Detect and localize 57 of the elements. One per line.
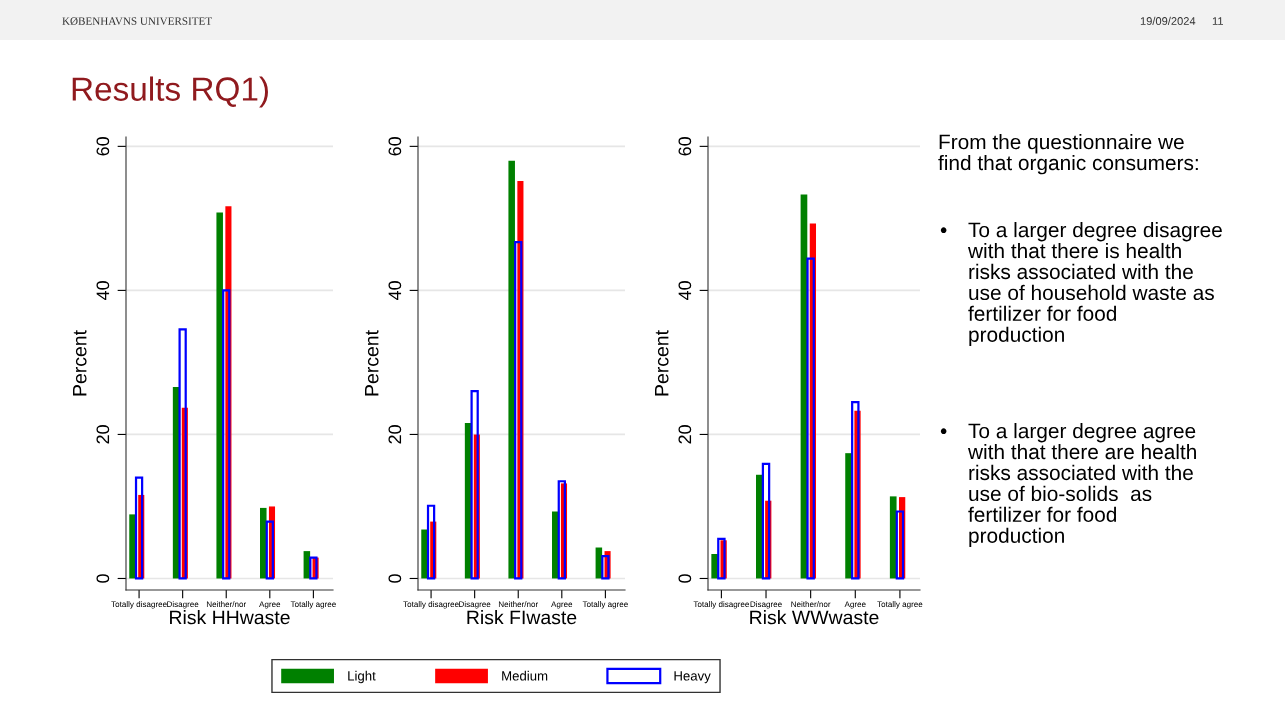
y-tick-label: 20: [96, 425, 110, 444]
text: To a larger degree disagree with that there is health risks associated with the use of household waste as fertilizer for food production: [967, 222, 1222, 347]
x-tick-label: Totally agree: [877, 601, 923, 609]
bar: [426, 504, 436, 580]
y-axis-title: Percent: [655, 330, 669, 396]
y-tick-label: 40: [388, 281, 402, 301]
x-tick-label: Totally agree: [290, 601, 336, 609]
y-tick-label: 40: [96, 281, 110, 301]
text: 11: [1212, 17, 1223, 25]
y-tick-label: 20: [678, 425, 692, 444]
x-tick-label: Neither/nor: [498, 601, 539, 608]
text: KØBENHAVNS UNIVERSITET: [62, 17, 212, 25]
x-axis-title: Risk HHwaste: [170, 610, 290, 625]
bar: [895, 510, 905, 580]
x-tick-label: Agree: [259, 601, 281, 609]
x-tick-label: Disagree: [459, 601, 491, 609]
bar: [134, 476, 144, 580]
x-tick-label: Totally disagree: [111, 601, 167, 609]
x-axis-title: Risk WWwaste: [750, 610, 879, 625]
x-tick-label: Totally disagree: [693, 601, 750, 609]
text: •: [940, 227, 947, 234]
bar: [806, 257, 815, 580]
bar: [761, 462, 771, 580]
x-tick-label: Totally disagree: [403, 601, 459, 609]
y-axis-title: Percent: [73, 330, 87, 396]
x-tick-label: Neither/nor: [206, 601, 247, 608]
legend-label: Light: [348, 670, 376, 684]
y-tick-label: 60: [678, 137, 692, 156]
y-axis-title: Percent: [365, 330, 379, 396]
bar: [470, 390, 479, 580]
y-tick-label: 60: [388, 137, 402, 156]
y-tick-label: 40: [678, 281, 692, 301]
x-tick-label: Disagree: [167, 601, 199, 609]
text: •: [940, 428, 947, 435]
x-tick-label: Totally agree: [582, 601, 628, 609]
x-axis-title: Risk FIwaste: [467, 610, 577, 625]
bar: [265, 520, 274, 580]
legend-label: Heavy: [674, 671, 711, 684]
x-tick-label: Agree: [844, 601, 866, 609]
y-tick-label: 0: [388, 574, 402, 583]
bar: [851, 400, 860, 580]
bar: [178, 328, 187, 580]
y-tick-label: 0: [96, 574, 110, 583]
y-tick-label: 20: [388, 425, 402, 444]
y-tick-label: 60: [96, 137, 110, 156]
bar: [601, 555, 610, 580]
bar: [222, 289, 231, 580]
text: 19/09/2024: [1140, 16, 1196, 25]
x-tick-label: Agree: [551, 601, 573, 609]
x-tick-label: Neither/nor: [791, 601, 831, 608]
x-tick-label: Disagree: [750, 601, 782, 609]
bar: [514, 241, 523, 580]
text: To a larger degree agree with that there are health risks associated with the use of bio-solids as fertilizer for food production: [967, 423, 1196, 548]
y-tick-label: 0: [678, 574, 692, 583]
text: From the questionnaire we find that organic consumers:: [938, 134, 1198, 175]
text: Results RQ1): [72, 76, 268, 108]
legend-label: Medium: [502, 670, 548, 681]
